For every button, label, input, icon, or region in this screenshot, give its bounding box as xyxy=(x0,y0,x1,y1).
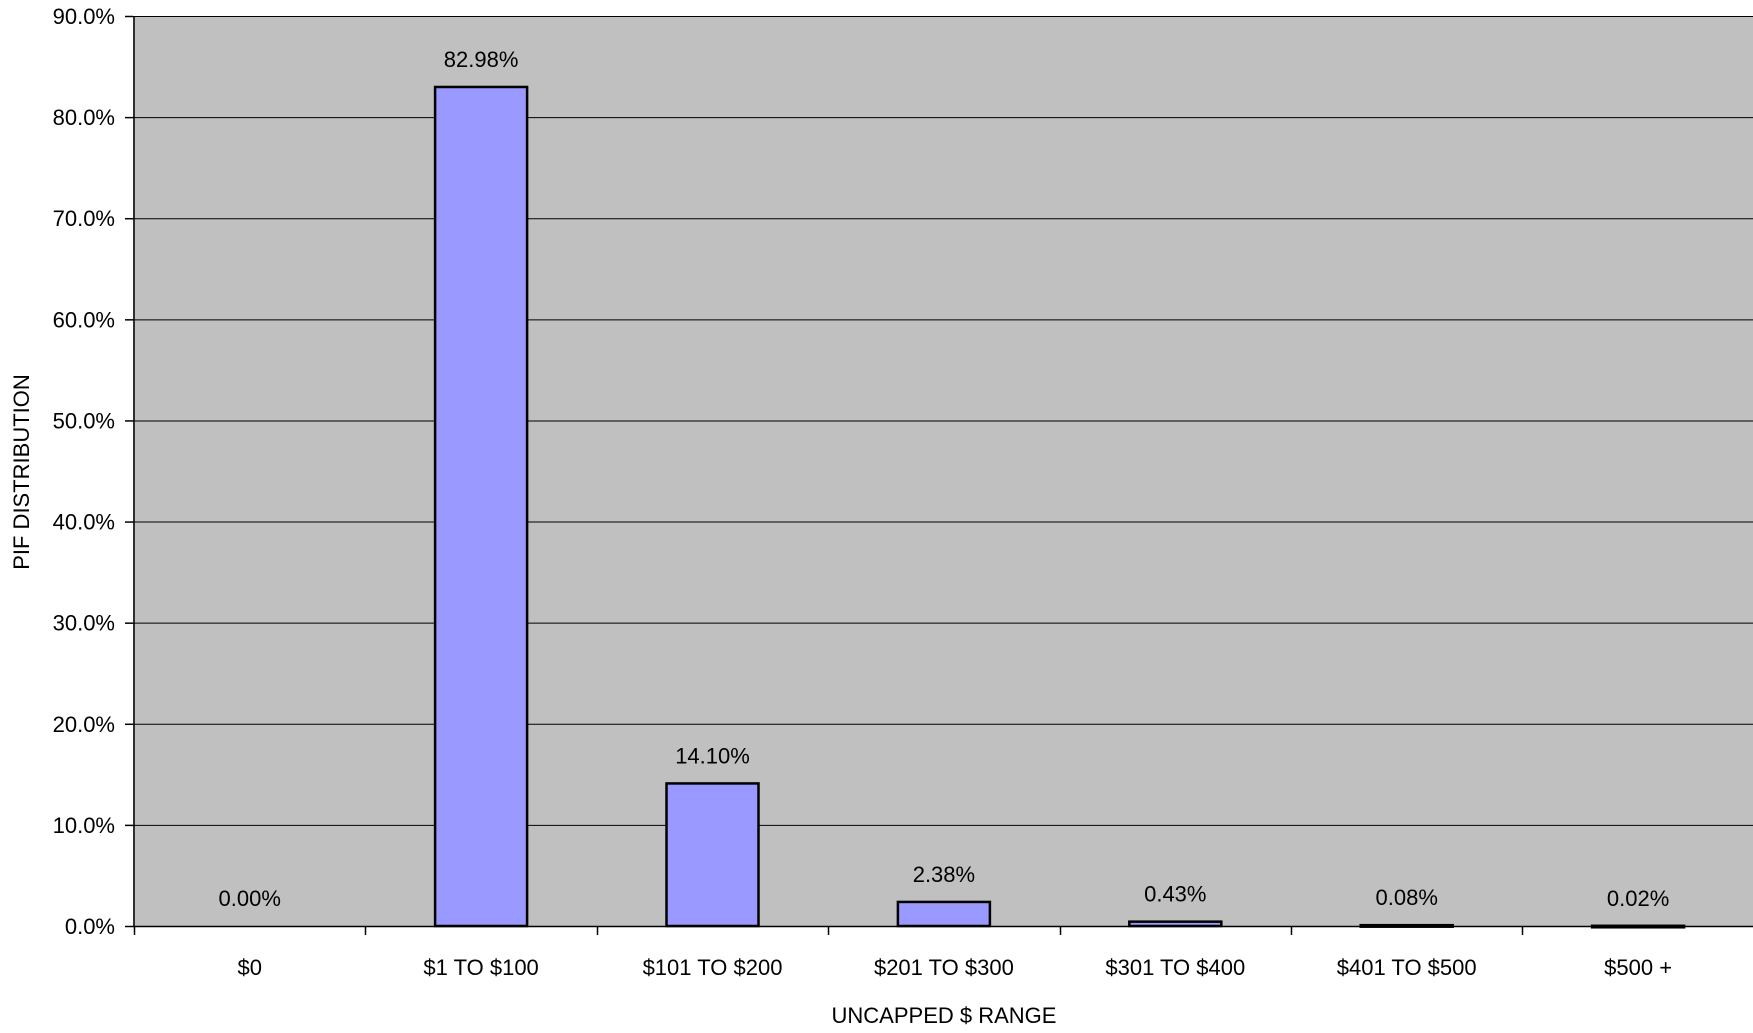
y-tick-label: 10.0% xyxy=(53,813,115,838)
bar xyxy=(665,782,760,928)
bar xyxy=(433,85,529,928)
data-label: 82.98% xyxy=(444,47,519,72)
bars xyxy=(433,85,1686,929)
x-tick-label: $0 xyxy=(237,955,261,980)
data-label: 14.10% xyxy=(675,743,750,768)
x-tick-label: $401 TO $500 xyxy=(1337,955,1477,980)
x-axis-ticks: $0 $1 TO $100 $101 TO $200 $201 TO $300 $301… xyxy=(133,926,1672,980)
bar xyxy=(896,900,992,928)
data-label: 0.43% xyxy=(1144,882,1206,907)
data-label: 0.00% xyxy=(219,886,281,911)
bar xyxy=(1128,920,1223,928)
y-tick-label: 60.0% xyxy=(53,307,115,332)
y-tick-label: 40.0% xyxy=(53,510,115,535)
y-tick-label: 30.0% xyxy=(53,611,115,636)
y-tick-label: 80.0% xyxy=(53,105,115,130)
y-axis-ticks: 0.0% 10.0% 20.0% 30.0% 40.0% 50.0% 60.0% 70.0% 8… xyxy=(53,4,133,939)
y-tick-label: 90.0% xyxy=(53,4,115,29)
y-tick-label: 20.0% xyxy=(53,712,115,737)
data-label: 0.02% xyxy=(1607,886,1669,911)
x-tick-label: $201 TO $300 xyxy=(874,955,1014,980)
data-labels: 0.00% 82.98% 14.10% 2.38% 0.43% 0.08% 0.02% xyxy=(219,47,1670,911)
x-tick-label: $101 TO $200 xyxy=(643,955,783,980)
plot-area xyxy=(133,16,1753,926)
axes xyxy=(133,16,1753,928)
x-tick-label: $301 TO $400 xyxy=(1105,955,1245,980)
x-tick-label: $1 TO $100 xyxy=(423,955,538,980)
gridlines xyxy=(133,16,1753,826)
y-tick-label: 0.0% xyxy=(65,914,115,939)
y-axis-title: PIF DISTRIBUTION xyxy=(9,374,34,570)
y-tick-label: 70.0% xyxy=(53,206,115,231)
data-label: 2.38% xyxy=(913,862,975,887)
data-label: 0.08% xyxy=(1376,885,1438,910)
x-axis-title: UNCAPPED $ RANGE xyxy=(832,1003,1057,1028)
y-tick-label: 50.0% xyxy=(53,408,115,433)
x-tick-label: $500 + xyxy=(1604,955,1672,980)
